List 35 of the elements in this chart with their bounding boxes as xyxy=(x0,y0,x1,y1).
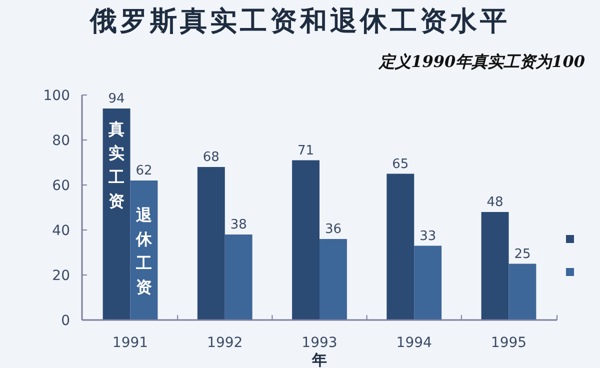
bar xyxy=(386,174,414,320)
x-tick-label: 1991 xyxy=(112,335,148,351)
y-tick-label: 60 xyxy=(52,178,70,194)
y-tick-label: 0 xyxy=(61,312,70,329)
bar xyxy=(292,160,320,320)
data-label: 38 xyxy=(230,218,247,232)
x-tick-label: 1994 xyxy=(396,335,432,351)
data-label: 94 xyxy=(108,92,125,106)
chart-title: 俄罗斯真实工资和退休工资水平 xyxy=(89,6,510,37)
bar xyxy=(102,108,130,320)
chart-subtitle: 定义1990年真实工资为100 xyxy=(378,52,585,71)
y-tick-label: 20 xyxy=(52,268,70,284)
data-label: 62 xyxy=(136,164,152,178)
data-label: 48 xyxy=(486,195,504,210)
data-label: 68 xyxy=(202,150,220,165)
data-label: 36 xyxy=(324,222,342,237)
y-tick-label: 80 xyxy=(52,132,70,149)
data-label: 25 xyxy=(514,246,531,262)
data-label: 33 xyxy=(420,228,436,244)
data-label: 71 xyxy=(298,143,314,158)
bar xyxy=(508,264,536,320)
x-tick-label: 1995 xyxy=(490,335,527,351)
series-label: 退休工资 xyxy=(134,206,153,296)
bar xyxy=(320,239,347,320)
bar xyxy=(224,234,252,320)
y-tick-label: 100 xyxy=(43,88,70,104)
bar xyxy=(414,246,442,320)
series-label: 真实工资 xyxy=(108,120,125,210)
x-tick-label: 1992 xyxy=(207,335,243,351)
x-axis-title: 年 xyxy=(311,351,327,368)
x-tick-label: 1993 xyxy=(302,335,338,351)
bar xyxy=(481,212,509,320)
bar xyxy=(197,167,225,320)
data-label: 65 xyxy=(392,156,409,172)
y-tick-label: 40 xyxy=(52,222,70,239)
